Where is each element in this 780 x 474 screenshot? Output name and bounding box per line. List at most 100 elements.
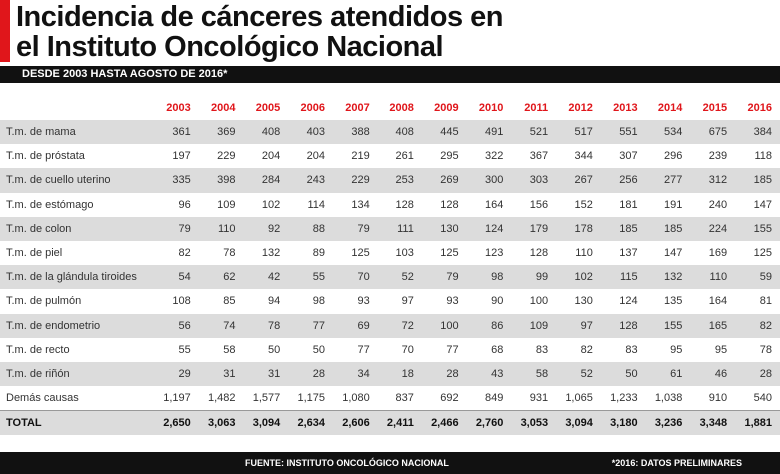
cell: 74 (198, 313, 244, 338)
cell: 29 (154, 361, 199, 387)
cell: 110 (575, 247, 593, 260)
table-row: T.m. de colon 79 110 92 88 79 111 130 124 179 178 1… (0, 216, 780, 241)
cell: 261 (395, 150, 414, 163)
cell: 70 (401, 343, 414, 356)
cell: 82 (580, 343, 593, 356)
cell: 3,063 (198, 410, 244, 436)
cell: 540 (753, 392, 772, 405)
data-table: 2003 2004 2005 2006 2007 2008 2009 2010 2011 2012… (0, 96, 780, 436)
table-row: T.m. de endometrio 56 74 78 77 69 72 100 86 109 97… (0, 313, 780, 338)
cell: 86 (466, 313, 512, 338)
cell: 219 (351, 150, 370, 163)
year-header: 2010 (478, 102, 504, 114)
cell: 398 (198, 168, 244, 193)
table-row: T.m. de mama 361 369 408 403 388 408 445 491 521 5… (0, 120, 780, 145)
cell: 191 (663, 198, 683, 211)
cell: 28 (288, 361, 333, 387)
year-header: 2004 (211, 102, 236, 114)
cell: 491 (466, 120, 512, 145)
cell: 88 (288, 216, 333, 241)
cell: 849 (484, 392, 504, 405)
cell: 181 (619, 198, 638, 211)
row-label: T.m. de endometrio (0, 313, 154, 338)
table-row: T.m. de riñón 29 31 31 28 34 18 28 43 58 52 50 61 46 2… (0, 361, 780, 387)
cell: 521 (511, 120, 557, 145)
cell: 551 (600, 120, 646, 145)
cell: 93 (446, 295, 459, 308)
cell: 79 (421, 265, 467, 290)
cell: 31 (243, 361, 289, 387)
row-label: T.m. de pulmón (6, 295, 82, 308)
cell: 95 (670, 343, 683, 356)
cell: 78 (243, 313, 289, 338)
row-label: T.m. de riñón (0, 361, 154, 387)
cell: 152 (574, 198, 593, 211)
cell: 89 (312, 247, 325, 260)
cell: 2,650 (154, 410, 199, 436)
cell: 1,065 (565, 392, 593, 405)
table-row: T.m. de cuello uterino 335 398 284 243 229 253… (0, 168, 780, 193)
cell: 284 (243, 168, 289, 193)
year-header: 2013 (613, 102, 638, 114)
row-label: T.m. de cuello uterino (0, 168, 154, 193)
cell: 322 (484, 150, 504, 163)
cell: 83 (625, 343, 638, 356)
cell: 82 (735, 313, 780, 338)
cell: 83 (535, 343, 549, 356)
cell: 125 (753, 247, 772, 260)
cell: 534 (645, 120, 691, 145)
cell: 130 (421, 216, 467, 241)
cell: 239 (708, 150, 728, 163)
cell: 675 (690, 120, 736, 145)
cell: 109 (217, 198, 236, 211)
cell: 147 (663, 247, 683, 260)
cell: 300 (466, 168, 512, 193)
cell: 3,094 (556, 410, 601, 436)
cell: 102 (261, 198, 281, 211)
cell: 114 (307, 198, 325, 211)
year-header: 2009 (434, 102, 459, 114)
cell: 77 (288, 313, 333, 338)
cell: 43 (466, 361, 512, 387)
cell: 3,053 (511, 410, 557, 436)
cell: 361 (154, 120, 199, 145)
cell: 2,466 (421, 410, 467, 436)
cell: 1,197 (163, 392, 191, 405)
cell: 28 (735, 361, 780, 387)
cell: 118 (754, 150, 772, 163)
row-label: T.m. de mama (0, 120, 154, 145)
cell: 68 (491, 343, 504, 356)
cell: 55 (178, 343, 191, 356)
row-label: T.m. de próstata (6, 150, 85, 163)
cell: 229 (217, 150, 236, 163)
cell: 3,348 (690, 410, 736, 436)
cell: 295 (440, 150, 459, 163)
cell: 31 (198, 361, 244, 387)
cell: 34 (333, 361, 378, 387)
cell: 1,881 (735, 410, 780, 436)
year-header: 2008 (389, 102, 414, 114)
cell: 369 (198, 120, 244, 145)
cell: 110 (690, 265, 736, 290)
table-row: T.m. de pulmón 108 85 94 98 93 97 93 90 100 130 124… (0, 289, 780, 313)
row-label: T.m. de piel (6, 247, 63, 260)
year-header: 2011 (524, 102, 549, 114)
cell: 82 (178, 247, 191, 260)
cell: 335 (154, 168, 199, 193)
cell: 408 (377, 120, 422, 145)
cell: 93 (357, 295, 370, 308)
table-row: T.m. de recto 55 58 50 50 77 70 77 68 83 82 83 95 95 7… (0, 338, 780, 362)
cell: 50 (312, 343, 325, 356)
cell: 253 (377, 168, 422, 193)
cell: 243 (288, 168, 333, 193)
title: el Instituto Oncológico Nacional (16, 31, 444, 63)
cell: 256 (600, 168, 646, 193)
footer: FUENTE: INSTITUTO ONCOLÓGICO NACIONAL *2… (0, 452, 780, 474)
cell: 58 (511, 361, 557, 387)
cell: 128 (395, 198, 414, 211)
cell: 156 (529, 198, 549, 211)
cell: 164 (708, 295, 728, 308)
cell: 224 (690, 216, 736, 241)
cell: 1,038 (654, 392, 683, 405)
cell: 70 (333, 265, 378, 290)
